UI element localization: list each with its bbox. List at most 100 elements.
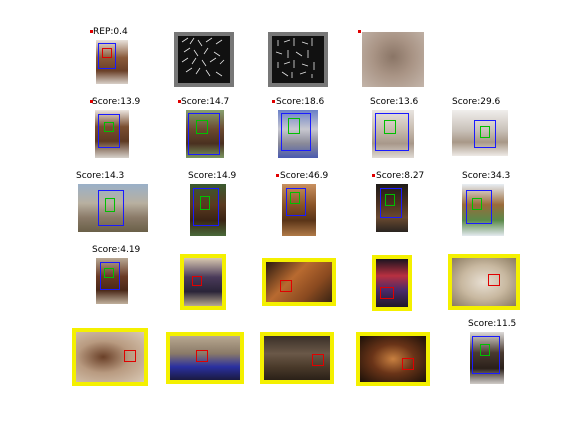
detection-cell: Score:18.6 [272, 98, 324, 160]
part-box [472, 198, 482, 210]
detection-box [193, 188, 219, 226]
false-positive-image [360, 336, 426, 382]
horse-image [95, 110, 129, 158]
detection-box [380, 188, 402, 218]
score-label: Score:14.9 [188, 171, 237, 181]
false-positive-image [266, 262, 332, 302]
marker-dot [276, 174, 279, 177]
marker-dot [90, 100, 93, 103]
false-detection-box [196, 350, 208, 362]
detection-box [188, 113, 220, 155]
detection-cell: Score:8.27 [372, 171, 425, 238]
detection-cell: Score:11.5 [466, 320, 516, 386]
horse-image [282, 184, 316, 236]
detection-cell: Score:13.6 [368, 98, 418, 160]
part-box [104, 122, 114, 132]
horse-image [186, 110, 224, 158]
detection-cell: Score:34.3 [460, 172, 512, 238]
part-box [105, 198, 115, 212]
score-label: Score:46.9 [280, 171, 329, 181]
horse-image [96, 258, 128, 304]
false-detection-box [488, 274, 500, 286]
mean-image-cell [358, 30, 426, 88]
false-positive-cell [166, 332, 244, 384]
detection-box [98, 190, 124, 226]
false-positive-cell [180, 254, 226, 310]
detection-box [472, 336, 500, 374]
part-box [102, 48, 112, 58]
marker-dot [178, 100, 181, 103]
horse-image [376, 184, 408, 232]
score-label: Score:29.6 [452, 97, 501, 107]
detection-box [98, 114, 120, 148]
detection-box [286, 188, 306, 216]
mean-horse-image [362, 32, 424, 87]
part-box [200, 196, 210, 210]
false-positive-image [76, 332, 144, 382]
false-positive-cell [356, 332, 430, 386]
part-box [480, 126, 490, 138]
marker-dot [358, 30, 361, 33]
score-label: Score:18.6 [276, 97, 325, 107]
false-positive-image [376, 259, 408, 307]
score-label: Score:11.5 [468, 319, 517, 329]
part-box [290, 192, 300, 204]
part-box [480, 344, 490, 356]
false-detection-box [312, 354, 324, 366]
horse-image [462, 184, 504, 236]
false-positive-image [170, 336, 240, 380]
false-positive-image [184, 258, 222, 306]
rep-label: REP:0.4 [93, 27, 128, 37]
marker-dot [272, 100, 275, 103]
score-label: Score:34.3 [462, 171, 511, 181]
detection-cell: Score:46.9 [276, 172, 336, 238]
score-label: Score:14.3 [76, 171, 125, 181]
false-positive-cell [448, 254, 520, 310]
part-box [104, 268, 114, 278]
detection-box [98, 43, 116, 69]
false-positive-cell [260, 332, 334, 384]
false-detection-box [124, 350, 136, 362]
detection-box [100, 262, 120, 290]
part-box [288, 118, 300, 134]
detection-box [466, 190, 492, 224]
detection-cell: Score:29.6 [448, 98, 510, 160]
detection-box [474, 120, 496, 148]
hog-visualization [174, 32, 234, 87]
detection-cell: Score:14.9 [186, 172, 236, 238]
score-label: Score:14.7 [181, 97, 230, 107]
false-positive-image [264, 336, 330, 380]
part-box [384, 120, 396, 134]
horse-image [278, 110, 318, 158]
false-positive-cell [372, 255, 412, 311]
horse-image [372, 110, 414, 158]
detection-box [375, 113, 409, 151]
false-detection-box [192, 276, 202, 286]
horse-image [470, 332, 504, 384]
marker-dot [372, 174, 375, 177]
false-positive-cell [72, 328, 148, 386]
hog-template-2 [268, 32, 328, 87]
exemplar-horse-image [96, 40, 128, 84]
exemplar-cell: REP:0.4 [90, 28, 135, 86]
detection-cell: Score:4.19 [90, 246, 140, 308]
false-positive-cell [262, 258, 336, 306]
score-label: Score:13.9 [92, 97, 141, 107]
marker-dot [90, 30, 93, 33]
score-label: Score:8.27 [376, 171, 425, 181]
detection-cell: Score:14.3 [74, 172, 150, 234]
false-detection-box [380, 287, 394, 299]
detection-box [281, 113, 311, 151]
false-detection-box [402, 358, 414, 370]
false-positive-image [452, 258, 516, 306]
hog-visualization [268, 32, 328, 87]
part-box [385, 194, 395, 206]
horse-image [452, 110, 508, 156]
hog-template-1 [174, 32, 234, 87]
detection-cell: Score:14.7 [178, 97, 230, 160]
false-detection-box [280, 280, 292, 292]
part-box [196, 120, 208, 134]
horse-image [78, 184, 148, 232]
score-label: Score:13.6 [370, 97, 419, 107]
detection-cell: Score:13.9 [90, 98, 140, 160]
